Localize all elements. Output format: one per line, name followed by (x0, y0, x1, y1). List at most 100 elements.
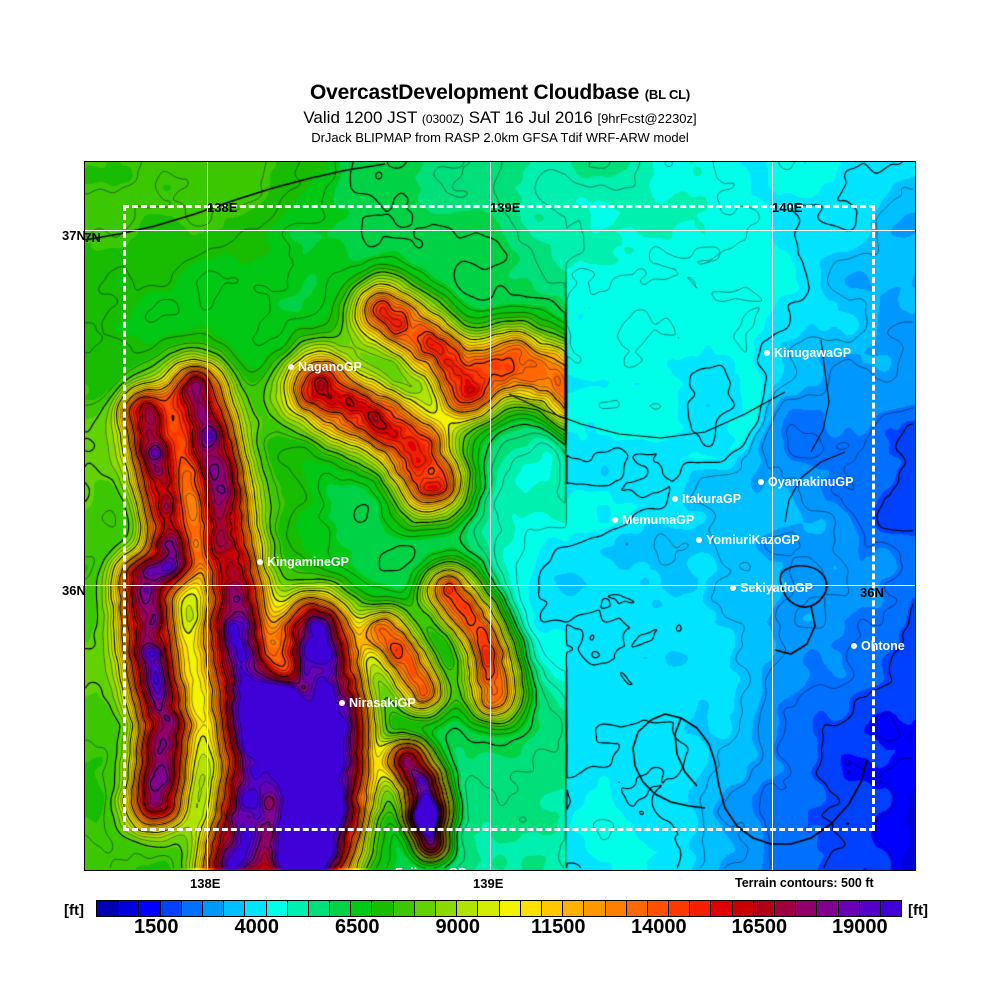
colorbar-cell-9 (287, 901, 309, 916)
station-label: MemumaGP (622, 513, 695, 527)
station-nirasakigp[interactable]: NirasakiGP (339, 697, 416, 709)
title-main: OvercastDevelopment Cloudbase (309, 81, 640, 104)
cloudbase-heatmap (85, 162, 915, 870)
station-dot-icon (385, 870, 391, 871)
gridline-36n (85, 585, 915, 586)
station-label: FujigawaGP (395, 866, 467, 870)
colorbar-cell-7 (245, 901, 267, 916)
colorbar-cell-33 (796, 901, 818, 916)
axis-138e: 138E (190, 876, 221, 891)
title-model-line: DrJack BLIPMAP from RASP 2.0km GFSA Tdif… (311, 130, 689, 145)
colorbar-cell-12 (351, 901, 373, 916)
station-memumagp[interactable]: MemumaGP (612, 514, 694, 526)
colorbar-cell-27 (669, 901, 691, 916)
colorbar-tick-11500: 11500 (531, 916, 586, 938)
station-kinugawagp[interactable]: KinugawaGP (764, 347, 851, 359)
colorbar-tick-19000: 19000 (831, 916, 888, 938)
colorbar-cell-16 (436, 901, 458, 916)
station-itakuragp[interactable]: ItakuraGP (672, 493, 741, 505)
station-dot-icon (851, 643, 857, 649)
colorbar-cell-10 (308, 901, 331, 916)
colorbar-cell-5 (202, 901, 225, 916)
axis-139e: 139E (473, 876, 504, 891)
colorbar-tick-6500: 6500 (335, 916, 380, 938)
colorbar-tick-16500: 16500 (731, 916, 788, 938)
colorbar-tick-1500: 1500 (134, 916, 179, 938)
colorbar-cell-28 (690, 901, 712, 916)
station-dot-icon (257, 559, 263, 565)
grid-label-139e-top: 139E (490, 200, 521, 215)
grid-label-37n-left: 37N (84, 230, 101, 245)
colorbar-scale[interactable] (96, 900, 902, 917)
colorbar-cell-37 (880, 901, 902, 916)
station-kingaminegp[interactable]: KingamineGP (257, 556, 349, 568)
station-sekiyadogp[interactable]: SekiyadoGP (730, 582, 813, 594)
station-label: NaganoGP (298, 360, 362, 374)
colorbar-cell-21 (541, 901, 564, 916)
gridline-140e (772, 162, 773, 870)
grid-label-140e-top: 140E (772, 200, 803, 215)
map-panel[interactable]: 138E 139E 140E 37N 36N NaganoGP KinugawaGP Oya… (84, 161, 916, 871)
station-label: SekiyadoGP (740, 581, 813, 595)
colorbar: [ft] [ft] 1500 4000 6500 9000 11500 14000 1650… (0, 896, 1000, 956)
station-fujigawagp[interactable]: FujigawaGP (385, 866, 467, 871)
station-label: NirasakiGP (349, 696, 416, 710)
station-dot-icon (764, 350, 770, 356)
colorbar-cell-32 (775, 901, 797, 916)
colorbar-cell-2 (139, 901, 161, 916)
title-valid-line: Valid 1200 JST (0300Z) SAT 16 Jul 2016 [… (0, 108, 1000, 129)
axis-37n: 37N (62, 228, 86, 243)
valid-prefix: Valid 1200 JST (303, 108, 418, 127)
station-dot-icon (288, 364, 294, 370)
colorbar-cell-22 (563, 901, 585, 916)
colorbar-cell-8 (266, 901, 288, 916)
station-label: ItakuraGP (682, 492, 742, 506)
colorbar-cell-11 (330, 901, 352, 916)
station-label: YomiuriKazoGP (706, 533, 800, 547)
station-ohtonegp[interactable]: Ohtone (851, 640, 905, 652)
station-dot-icon (672, 496, 678, 502)
station-yomiurikazogp[interactable]: YomiuriKazoGP (696, 534, 800, 546)
colorbar-cell-14 (393, 901, 415, 916)
station-label: KingamineGP (267, 555, 349, 569)
colorbar-unit-right: [ft] (908, 902, 928, 919)
station-dot-icon (758, 479, 764, 485)
colorbar-cell-3 (160, 901, 182, 916)
colorbar-cell-15 (414, 901, 436, 916)
colorbar-tick-4000: 4000 (234, 916, 280, 938)
valid-date: SAT 16 Jul 2016 (468, 108, 593, 127)
colorbar-tick-14000: 14000 (630, 916, 687, 938)
grid-label-138e-top: 138E (207, 200, 238, 215)
colorbar-cell-19 (499, 901, 521, 916)
colorbar-tick-labels: 1500 4000 6500 9000 11500 14000 16500 19000 (96, 916, 900, 942)
station-dot-icon (612, 517, 618, 523)
station-label: KinugawaGP (774, 346, 852, 360)
colorbar-cell-4 (181, 901, 203, 916)
gridline-139e (490, 162, 491, 870)
axis-36n: 36N (62, 583, 86, 598)
grid-label-36n-right: 36N (860, 585, 884, 600)
station-label: OyamakinuGP (768, 475, 854, 489)
valid-utc: (0300Z) (421, 112, 464, 126)
station-oyamakinugp[interactable]: OyamakinuGP (758, 476, 853, 488)
colorbar-cell-0 (97, 901, 119, 916)
valid-fcst: [9hrFcst@2230z] (597, 111, 697, 126)
station-naganogp[interactable]: NaganoGP (288, 361, 362, 373)
colorbar-cell-29 (711, 901, 733, 916)
colorbar-cell-34 (817, 901, 839, 916)
colorbar-cell-17 (457, 901, 479, 916)
colorbar-cell-13 (372, 901, 394, 916)
colorbar-cell-26 (647, 901, 670, 916)
colorbar-cell-35 (838, 901, 860, 916)
colorbar-cell-31 (753, 901, 775, 916)
colorbar-unit-left: [ft] (64, 902, 84, 919)
gridline-138e (207, 162, 208, 870)
page-title: OvercastDevelopment Cloudbase (BL CL) (0, 82, 1000, 106)
colorbar-cell-18 (478, 901, 500, 916)
colorbar-cell-36 (859, 901, 881, 916)
colorbar-cell-23 (584, 901, 606, 916)
colorbar-cell-1 (118, 901, 140, 916)
colorbar-cell-20 (520, 901, 542, 916)
colorbar-tick-9000: 9000 (435, 916, 481, 938)
station-label: Ohtone (861, 639, 905, 653)
